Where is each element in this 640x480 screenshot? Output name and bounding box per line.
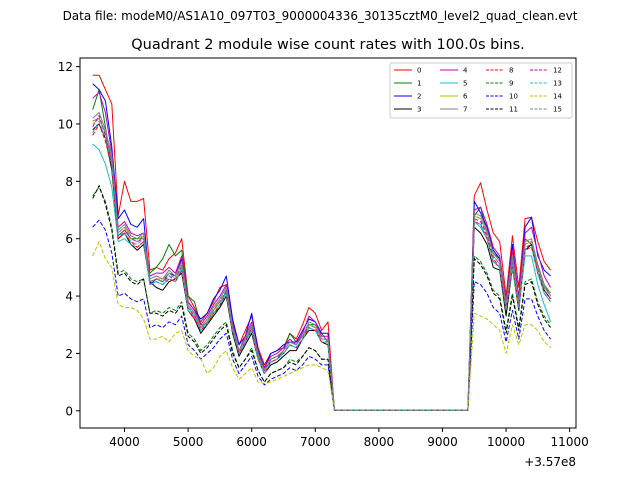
- x-tick-label: 10000: [487, 435, 525, 449]
- x-offset-label: +3.57e8: [524, 455, 576, 469]
- legend-box: [389, 62, 573, 119]
- legend-label-10: 10: [509, 93, 518, 101]
- legend-label-11: 11: [509, 106, 518, 114]
- series-line-7: [92, 112, 552, 411]
- legend-label-6: 6: [463, 93, 468, 101]
- legend-label-0: 0: [417, 67, 421, 75]
- legend-label-12: 12: [553, 67, 562, 75]
- legend-label-4: 4: [463, 67, 468, 75]
- legend-label-14: 14: [553, 93, 562, 101]
- x-tick-label: 6000: [236, 435, 267, 449]
- x-tick-label: 4000: [109, 435, 140, 449]
- series-layer: [92, 74, 552, 411]
- axis-ticks: 4000 5000 6000 7000 8000 9000 10000 11000 0 2 4 6 8 1…: [58, 60, 589, 449]
- x-tick-label: 5000: [173, 435, 204, 449]
- legend-label-9: 9: [509, 80, 513, 88]
- chart-suptitle: Data file: modeM0/AS1A10_097T03_90000043…: [63, 9, 578, 23]
- legend-label-5: 5: [463, 80, 467, 88]
- legend-label-7: 7: [463, 106, 467, 114]
- y-tick-label: 4: [65, 290, 73, 304]
- y-tick-label: 12: [58, 60, 73, 74]
- series-line-11: [92, 185, 552, 411]
- x-tick-label: 9000: [427, 435, 458, 449]
- y-tick-label: 2: [65, 347, 73, 361]
- y-tick-label: 8: [65, 175, 73, 189]
- y-tick-label: 10: [58, 117, 73, 131]
- legend-label-15: 15: [553, 106, 562, 114]
- series-line-15: [92, 117, 552, 411]
- plot-area: 4000 5000 6000 7000 8000 9000 10000 11000 0 2 4 6 8 1…: [58, 57, 589, 449]
- y-tick-label: 6: [65, 232, 73, 246]
- series-line-10: [92, 219, 552, 411]
- legend-label-1: 1: [417, 80, 421, 88]
- legend-label-2: 2: [417, 93, 421, 101]
- series-line-14: [92, 241, 551, 411]
- chart-title: Quadrant 2 module wise count rates with …: [131, 37, 525, 53]
- axes-frame: [79, 57, 577, 429]
- x-tick-label: 8000: [364, 435, 395, 449]
- legend-label-8: 8: [509, 67, 513, 75]
- series-line-4: [92, 91, 552, 411]
- y-tick-label: 0: [65, 404, 73, 418]
- x-tick-label: 7000: [300, 435, 331, 449]
- legend-label-13: 13: [553, 80, 562, 88]
- legend-label-3: 3: [417, 106, 421, 114]
- x-tick-label: 11000: [551, 435, 589, 449]
- series-line-0: [92, 74, 552, 411]
